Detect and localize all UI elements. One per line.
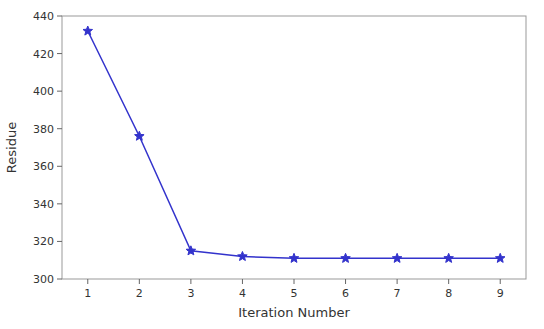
data-point	[444, 253, 454, 262]
x-tick-label: 9	[497, 287, 504, 300]
y-tick-label: 300	[33, 273, 54, 286]
y-tick-label: 340	[33, 198, 54, 211]
x-tick-label: 6	[342, 287, 349, 300]
chart: 1 2 3 4 5 6 7 8 9 300 320 340 360 380 400 420 440 Iterati…	[0, 0, 544, 329]
data-point	[392, 253, 402, 262]
y-tick	[57, 91, 62, 92]
y-tick-label: 420	[33, 48, 54, 61]
y-tick	[57, 128, 62, 129]
y-tick	[57, 241, 62, 242]
data-point	[238, 251, 248, 260]
plot-area	[83, 26, 505, 262]
chart-container: 1 2 3 4 5 6 7 8 9 300 320 340 360 380 400 420 440 Iterati…	[0, 0, 544, 329]
y-tick	[57, 279, 62, 280]
x-tick	[397, 279, 398, 284]
x-tick-label: 2	[136, 287, 143, 300]
y-tick-label: 400	[33, 85, 54, 98]
x-tick	[190, 279, 191, 284]
y-tick-label: 360	[33, 160, 54, 173]
x-tick	[242, 279, 243, 284]
x-axis: 1 2 3 4 5 6 7 8 9	[84, 279, 503, 300]
data-point	[495, 253, 505, 262]
y-tick	[57, 53, 62, 54]
y-tick-label: 440	[33, 10, 54, 23]
x-tick-label: 5	[291, 287, 298, 300]
x-tick	[87, 279, 88, 284]
data-point	[83, 26, 93, 35]
data-point	[135, 131, 145, 140]
x-tick-label: 3	[187, 287, 194, 300]
x-tick-label: 1	[84, 287, 91, 300]
y-axis-label: Residue	[4, 122, 19, 173]
y-tick	[57, 203, 62, 204]
x-tick	[139, 279, 140, 284]
y-axis: 300 320 340 360 380 400 420 440	[33, 10, 62, 286]
x-tick-label: 7	[394, 287, 401, 300]
x-tick-label: 4	[239, 287, 246, 300]
data-point	[186, 246, 196, 255]
data-point	[289, 253, 299, 262]
x-tick	[294, 279, 295, 284]
y-tick-label: 380	[33, 123, 54, 136]
x-tick	[500, 279, 501, 284]
x-axis-label: Iteration Number	[238, 305, 350, 320]
y-tick	[57, 16, 62, 17]
x-tick	[345, 279, 346, 284]
y-tick	[57, 166, 62, 167]
y-tick-label: 320	[33, 235, 54, 248]
plot-frame	[62, 16, 526, 279]
data-line	[88, 31, 500, 258]
data-point	[341, 253, 351, 262]
x-tick-label: 8	[445, 287, 452, 300]
x-tick	[448, 279, 449, 284]
